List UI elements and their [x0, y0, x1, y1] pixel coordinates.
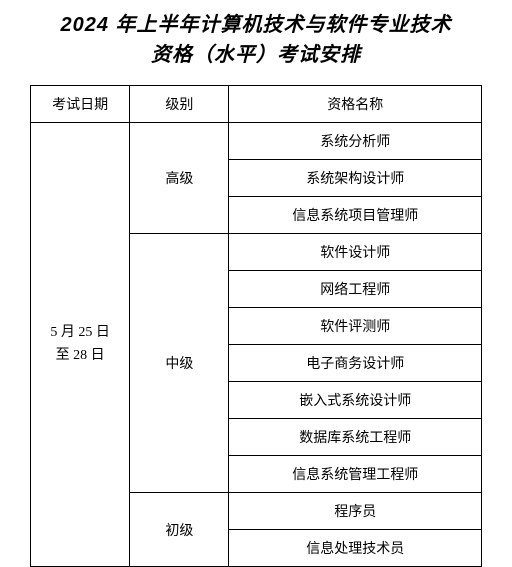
level-intermediate: 中级 [130, 234, 229, 493]
title-line-2: 资格（水平）考试安排 [30, 40, 482, 70]
qual-cell: 系统分析师 [229, 123, 482, 160]
qual-cell: 信息系统管理工程师 [229, 456, 482, 493]
header-date: 考试日期 [31, 86, 130, 123]
date-text: 5 月 25 日至 28 日 [50, 325, 110, 362]
table-header-row: 考试日期 级别 资格名称 [31, 86, 482, 123]
level-primary: 初级 [130, 493, 229, 567]
table-row: 5 月 25 日至 28 日 高级 系统分析师 [31, 123, 482, 160]
qual-cell: 系统架构设计师 [229, 160, 482, 197]
header-qualification: 资格名称 [229, 86, 482, 123]
qual-cell: 程序员 [229, 493, 482, 530]
qual-cell: 数据库系统工程师 [229, 419, 482, 456]
qual-cell: 软件设计师 [229, 234, 482, 271]
qual-cell: 嵌入式系统设计师 [229, 382, 482, 419]
document-title: 2024 年上半年计算机技术与软件专业技术 资格（水平）考试安排 [30, 10, 482, 70]
qual-cell: 信息处理技术员 [229, 530, 482, 567]
date-cell: 5 月 25 日至 28 日 [31, 123, 130, 567]
qual-cell: 网络工程师 [229, 271, 482, 308]
qual-cell: 信息系统项目管理师 [229, 197, 482, 234]
title-line-1: 2024 年上半年计算机技术与软件专业技术 [30, 10, 482, 40]
qual-cell: 软件评测师 [229, 308, 482, 345]
level-advanced: 高级 [130, 123, 229, 234]
qual-cell: 电子商务设计师 [229, 345, 482, 382]
header-level: 级别 [130, 86, 229, 123]
exam-schedule-table: 考试日期 级别 资格名称 5 月 25 日至 28 日 高级 系统分析师 系统架… [30, 85, 482, 567]
